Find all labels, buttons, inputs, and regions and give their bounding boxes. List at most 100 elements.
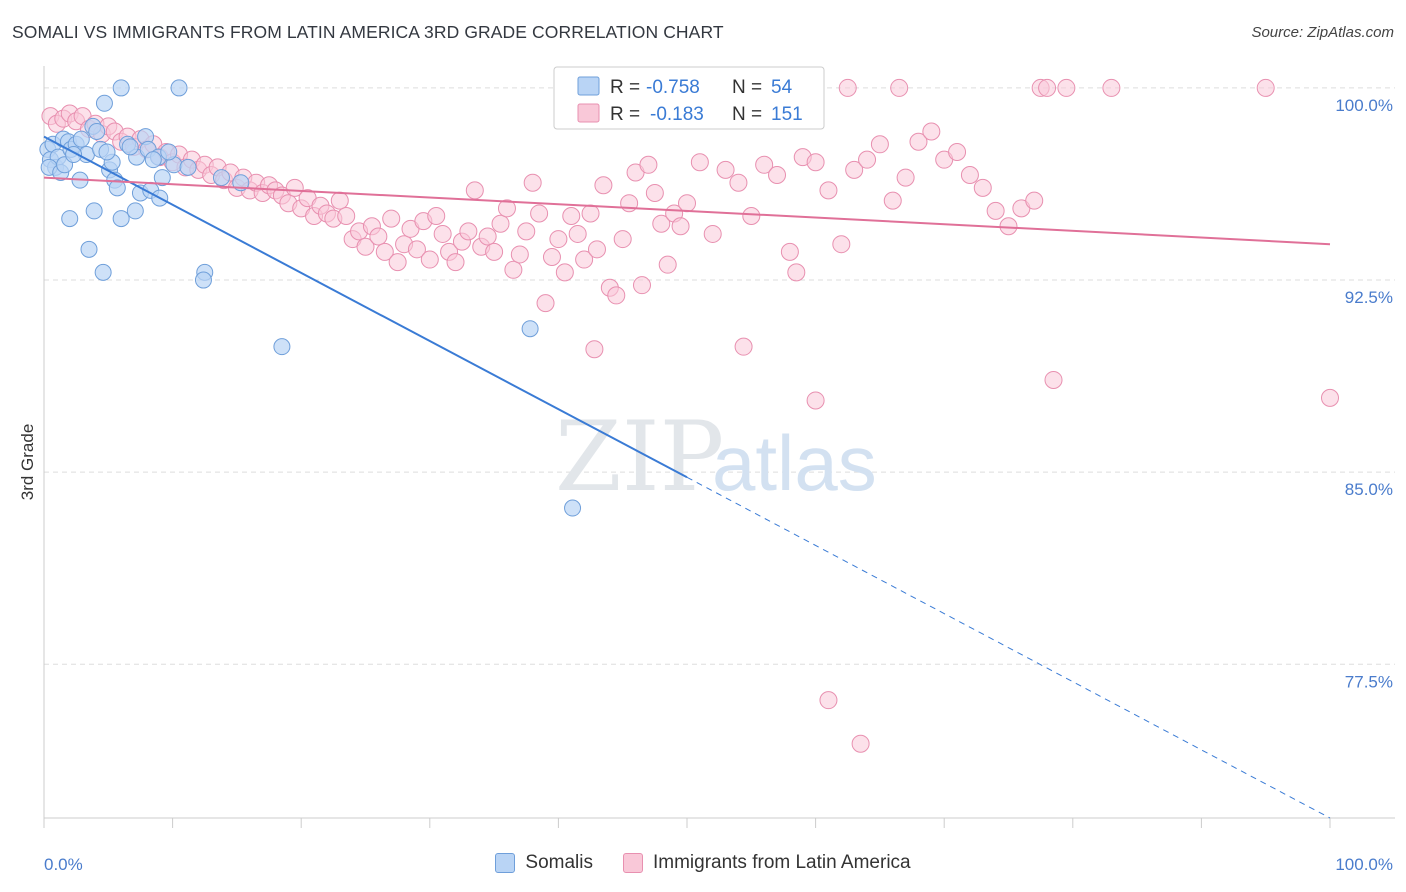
somali-point — [273, 338, 291, 356]
latin-america-point — [922, 122, 941, 141]
latin-america-point — [1321, 388, 1339, 407]
latin-america-point — [948, 142, 967, 161]
legend-label-latin-america: Immigrants from Latin America — [652, 852, 911, 873]
latin-america-point — [530, 204, 549, 223]
somali-point — [88, 122, 106, 140]
y-tick-label: 100.0% — [1335, 96, 1393, 115]
latin-america-trend-line — [43, 176, 1331, 246]
legend-item-somalis[interactable]: Somalis — [495, 852, 593, 874]
x-tick-label: 100.0% — [1335, 855, 1393, 874]
latin-america-point — [819, 691, 838, 710]
latin-america-point — [369, 227, 388, 246]
somali-point — [80, 240, 98, 258]
latin-america-point — [729, 173, 748, 192]
latin-america-point — [851, 734, 870, 753]
latin-america-point — [568, 224, 587, 243]
r-label-1: R = — [610, 77, 640, 98]
latin-america-point — [671, 217, 690, 236]
latin-america-point — [433, 224, 452, 243]
series-legend: Somalis Immigrants from Latin America — [0, 852, 1406, 874]
somali-point — [212, 169, 230, 187]
stats-legend: R = -0.758 N = 54 R = -0.183 N = 151 — [553, 66, 825, 130]
somali-point — [95, 94, 113, 112]
somali-trend-line — [43, 135, 688, 479]
somali-trend-extension — [686, 476, 1331, 819]
latin-america-point — [613, 230, 632, 249]
latin-america-point — [780, 242, 799, 261]
somali-point — [126, 202, 144, 220]
latin-america-point — [542, 248, 561, 266]
n-value-2: 151 — [771, 104, 803, 125]
latin-america-point — [536, 294, 555, 313]
latin-america-point — [819, 181, 838, 200]
legend-swatch-latin-america — [622, 853, 643, 873]
latin-america-point — [407, 240, 426, 259]
latin-america-point — [523, 173, 542, 192]
latin-america-point — [285, 178, 304, 197]
latin-america-point — [581, 204, 600, 223]
latin-america-point — [703, 224, 722, 243]
legend-swatch-blue — [577, 76, 600, 96]
n-label-1: N = — [732, 77, 762, 98]
chart-title: SOMALI VS IMMIGRANTS FROM LATIN AMERICA … — [12, 22, 724, 42]
latin-america-point — [585, 340, 604, 359]
latin-america-point — [845, 160, 864, 179]
somali-point — [194, 271, 212, 289]
latin-america-point — [607, 286, 626, 305]
somali-point — [108, 179, 126, 197]
watermark-zip: ZIP — [555, 401, 724, 513]
legend-label-somalis: Somalis — [525, 852, 593, 873]
latin-america-point — [485, 242, 504, 261]
somali-point — [94, 263, 112, 281]
latin-america-point — [420, 250, 439, 269]
n-value-1: 54 — [771, 77, 793, 98]
latin-america-point — [742, 207, 761, 226]
latin-america-point — [337, 207, 356, 226]
y-tick-label: 92.5% — [1345, 288, 1393, 307]
latin-america-point — [388, 253, 407, 272]
latin-america-point — [427, 207, 446, 226]
somali-point — [564, 499, 582, 517]
latin-america-point — [459, 222, 478, 241]
latin-america-point — [755, 155, 774, 174]
latin-america-point — [555, 263, 574, 282]
somali-point — [121, 138, 139, 156]
latin-america-point — [678, 194, 696, 213]
latin-america-point — [832, 235, 851, 254]
latin-america-point — [491, 214, 510, 233]
latin-america-point — [504, 260, 523, 279]
somali-point — [179, 158, 197, 176]
r-value-2: -0.183 — [650, 104, 704, 125]
latin-america-point — [690, 153, 709, 172]
latin-america-point — [658, 255, 677, 274]
somali-point — [112, 79, 130, 97]
latin-america-point — [896, 168, 915, 187]
watermark-atlas: atlas — [712, 419, 877, 507]
latin-america-point — [562, 207, 581, 226]
somali-point — [144, 151, 162, 169]
latin-america-point — [497, 199, 516, 218]
latin-america-point — [1025, 191, 1044, 210]
latin-america-point — [330, 191, 349, 210]
somali-point — [98, 143, 116, 161]
latin-america-point — [1102, 78, 1121, 97]
latin-america-point — [909, 132, 928, 151]
legend-item-latin-america[interactable]: Immigrants from Latin America — [622, 852, 911, 874]
latin-america-point — [587, 240, 606, 259]
latin-america-point — [768, 166, 787, 185]
n-label-2: N = — [732, 104, 762, 125]
latin-america-point — [446, 253, 465, 272]
legend-swatch-somalis — [495, 853, 516, 873]
latin-america-point — [652, 214, 671, 233]
somali-point — [521, 320, 539, 338]
somali-point — [153, 169, 171, 187]
latin-america-point — [549, 230, 568, 249]
legend-swatch-pink — [577, 103, 600, 123]
x-tick-label: 0.0% — [44, 855, 83, 874]
r-value-1: -0.758 — [646, 77, 700, 98]
latin-america-point — [639, 155, 658, 174]
latin-america-point — [1038, 78, 1057, 97]
latin-america-point — [1057, 78, 1076, 97]
latin-america-point — [356, 237, 375, 256]
